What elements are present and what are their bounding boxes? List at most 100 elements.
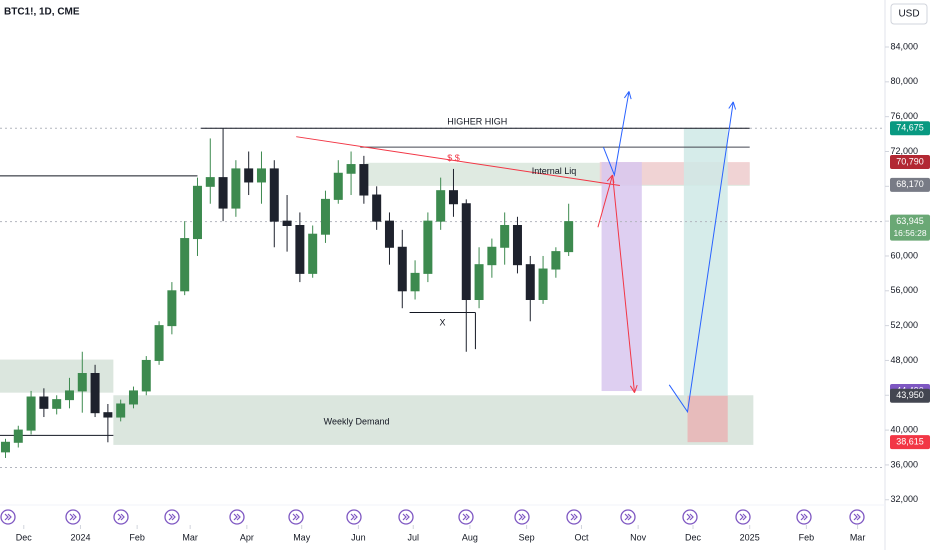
candle-body [90, 373, 100, 414]
x-tick-label: Mar [182, 532, 198, 542]
y-tick-label: 84,000 [890, 41, 918, 51]
arrow-head [732, 101, 737, 110]
event-icon [570, 513, 578, 521]
chart-title: BTC1!, 1D, CME [4, 7, 80, 18]
candle-body [538, 268, 548, 301]
candle-body [128, 390, 138, 405]
x-tick-label: 2024 [70, 532, 90, 542]
annotation: $ $ [447, 153, 460, 163]
price-tag [890, 155, 930, 170]
currency-box[interactable] [890, 3, 928, 25]
candle-body [423, 220, 433, 274]
zone [113, 395, 754, 445]
zone [601, 162, 642, 392]
x-tick-label: Jun [351, 532, 366, 542]
x-tick-label: Mar [850, 532, 866, 542]
drawing-line [612, 174, 635, 393]
x-tick-label: Sep [519, 532, 535, 542]
price-tag [890, 214, 930, 241]
candle-body [564, 221, 574, 253]
x-tick-label: Apr [240, 532, 254, 542]
price-tag-label: 74,675 [896, 123, 924, 133]
y-tick-label: 76,000 [890, 111, 918, 121]
arrow-head [629, 385, 635, 393]
event-icon [624, 513, 632, 521]
event-icon [800, 513, 808, 521]
x-tick-label: Feb [129, 532, 145, 542]
x-tick-label: Aug [462, 532, 478, 542]
candle-body [244, 168, 254, 183]
zone [687, 395, 728, 443]
x-tick-label: Oct [574, 532, 589, 542]
candle-body [269, 168, 279, 222]
event-icon [462, 513, 470, 521]
candle-body [525, 264, 535, 301]
event-icon [117, 513, 125, 521]
price-tag-label: 63,945 [896, 216, 924, 226]
x-tick-label: Feb [799, 532, 815, 542]
candle-body [141, 359, 151, 392]
drawing-line [668, 101, 734, 414]
candle-body [154, 325, 164, 361]
price-tag [890, 177, 930, 192]
price-tag [890, 388, 930, 403]
currency[interactable]: USD [898, 9, 919, 20]
candle-body [192, 185, 202, 240]
candle-body [218, 177, 228, 209]
arrow-head [623, 91, 630, 99]
candle-body [436, 190, 446, 222]
price-tag [890, 121, 930, 136]
candle-body [205, 177, 215, 187]
y-tick-label: 36,000 [890, 459, 918, 469]
candle-body [320, 198, 330, 235]
y-tick-label: 60,000 [890, 250, 918, 260]
candle-body [26, 396, 36, 431]
x-tick-label: Jul [407, 532, 419, 542]
event-icon [69, 513, 77, 521]
candle-body [180, 238, 190, 292]
y-tick-label: 72,000 [890, 146, 918, 156]
candle-body [410, 272, 420, 292]
event-icon [402, 513, 410, 521]
candle-body [0, 441, 10, 453]
arrow-head [606, 174, 613, 182]
arrow-head [634, 384, 638, 393]
x-tick-label: Dec [685, 532, 702, 542]
event-icon [739, 513, 747, 521]
annotation: X [439, 317, 445, 327]
price-tag [890, 435, 930, 450]
drawing-line [597, 174, 614, 228]
candle-body [52, 399, 62, 409]
candle-body [512, 224, 522, 266]
event-icon [168, 513, 176, 521]
arrow-head [728, 101, 734, 109]
candle-body [359, 164, 369, 196]
countdown: 16:56:28 [893, 228, 926, 238]
candle-body [231, 168, 241, 209]
event-icon [350, 513, 358, 521]
x-tick-label: Nov [630, 532, 647, 542]
candle-body [461, 203, 471, 301]
x-tick-label: May [293, 532, 311, 542]
candle-body [551, 251, 561, 270]
y-tick-label: 52,000 [890, 320, 918, 330]
candle-body [487, 246, 497, 266]
price-tag-label: 70,790 [896, 156, 924, 166]
candle-body [333, 172, 343, 200]
annotation: Weekly Demand [324, 417, 390, 427]
event-icon [518, 513, 526, 521]
candle-body [500, 224, 510, 248]
y-tick-label: 80,000 [890, 76, 918, 86]
candle-body [372, 194, 382, 222]
annotation: HIGHER HIGH [447, 116, 507, 126]
candle-body [256, 168, 266, 183]
zone [683, 128, 728, 396]
event-icon [853, 513, 861, 521]
candle-body [448, 190, 458, 205]
candle-body [167, 290, 177, 327]
event-icon [292, 513, 300, 521]
candle-body [103, 412, 113, 418]
candle-body [295, 224, 305, 274]
drawing-line [296, 136, 620, 186]
